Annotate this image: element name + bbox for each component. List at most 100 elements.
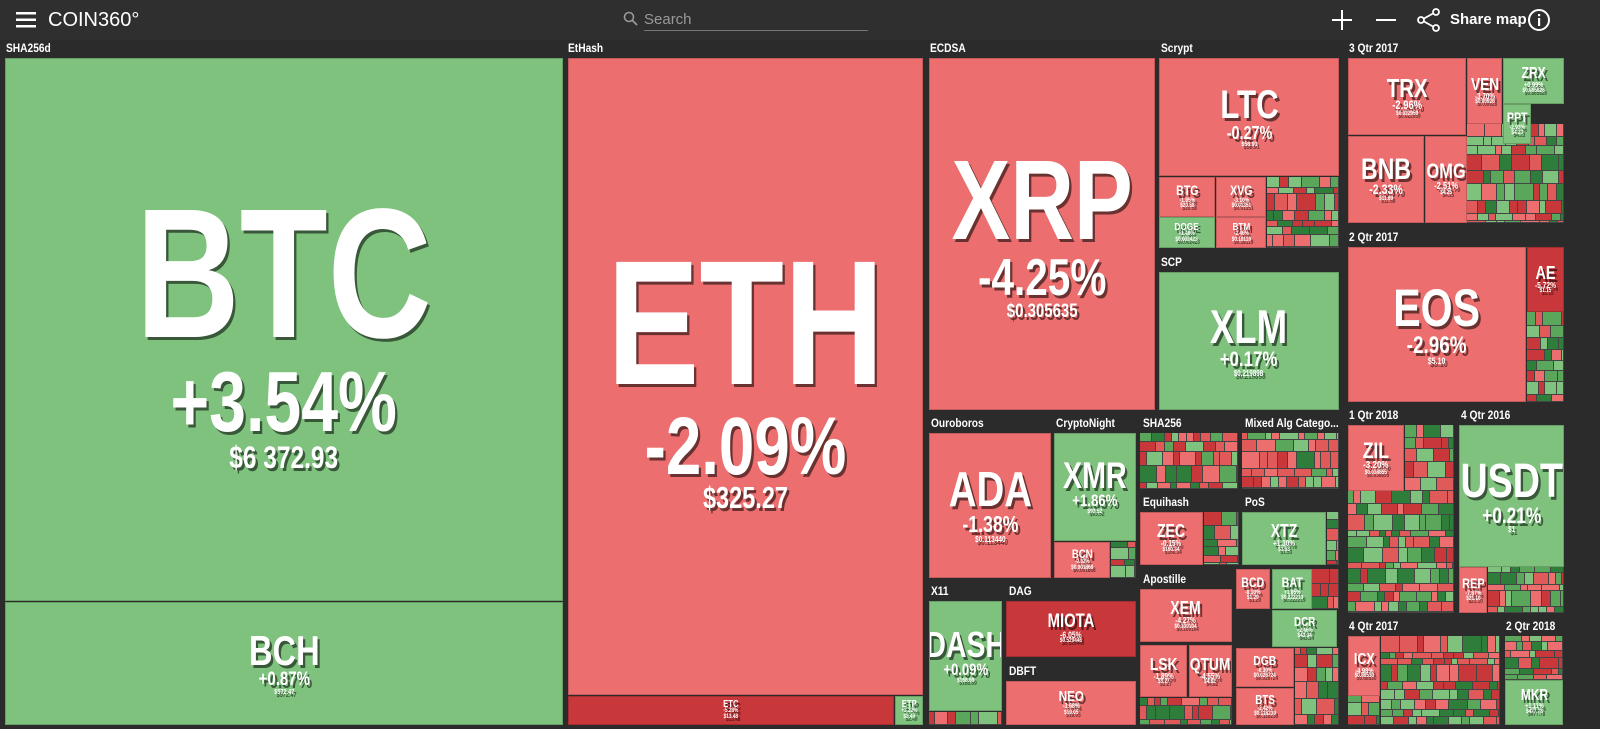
small-tile bbox=[1496, 214, 1512, 220]
coin-tile[interactable]: EOS -2.96% $5.10 bbox=[1348, 247, 1526, 402]
coin-tile[interactable]: ETH -2.09% $325.27 bbox=[568, 58, 923, 695]
small-tile bbox=[1441, 425, 1453, 437]
coin-tile[interactable]: MKR +1.11% $477.78 bbox=[1505, 680, 1563, 725]
coin-tile[interactable]: LTC -0.27% $58.91 bbox=[1159, 58, 1339, 176]
coin-tile[interactable]: ADA -1.38% $0.113440 bbox=[929, 433, 1051, 578]
small-tile bbox=[1562, 350, 1563, 360]
small-tile bbox=[1430, 537, 1439, 547]
coin-symbol: ADA bbox=[948, 462, 1032, 518]
coin-tile[interactable]: AE -5.72% $1.15 bbox=[1527, 247, 1564, 312]
small-tile bbox=[1427, 717, 1433, 724]
small-tile bbox=[1505, 642, 1516, 650]
coin-tile[interactable]: XLM +0.17% $0.219898 bbox=[1159, 272, 1339, 410]
small-tile bbox=[1446, 462, 1453, 477]
search-input[interactable]: Search bbox=[644, 11, 868, 31]
coin-tile[interactable]: ICX -4.98% $0.68530 bbox=[1348, 636, 1380, 696]
coin-tile[interactable]: ETP +3.22% $2.49 bbox=[895, 696, 923, 725]
tile-text: DGB -0.30% $0.026724 bbox=[1254, 655, 1277, 679]
small-tile bbox=[1467, 171, 1483, 183]
coin-tile[interactable]: QTUM -4.55% $4.82 bbox=[1189, 645, 1232, 697]
small-tile bbox=[1196, 452, 1201, 465]
small-tile bbox=[1485, 124, 1501, 136]
coin-tile[interactable]: DGB -0.30% $0.026724 bbox=[1236, 648, 1294, 687]
small-tile bbox=[1417, 717, 1426, 724]
coin-tile[interactable]: ZIL -3.20% $0.038855 bbox=[1348, 425, 1404, 491]
coin-tile[interactable]: TRX -2.96% $0.022959 bbox=[1348, 58, 1466, 135]
small-tile bbox=[1531, 171, 1542, 183]
small-tile bbox=[1288, 194, 1296, 210]
coin-tile[interactable]: ETC -5.28% $13.48 bbox=[568, 696, 894, 725]
coin-tile[interactable]: MIOTA -6.05% $0.529446 bbox=[1006, 601, 1136, 657]
small-tile bbox=[1429, 531, 1445, 536]
small-tiles bbox=[1467, 124, 1564, 223]
small-tile bbox=[1505, 585, 1520, 590]
coin-tile[interactable]: BCD -8.10% $1.29 bbox=[1236, 569, 1270, 609]
small-tile bbox=[1302, 177, 1319, 187]
small-tile bbox=[998, 712, 1001, 724]
coin-tile[interactable]: BTS -2.42% $0.118239 bbox=[1236, 688, 1294, 725]
small-tile bbox=[1204, 526, 1214, 539]
coin-tile[interactable]: BTG -1.85% $20.58 bbox=[1159, 177, 1215, 217]
coin-tile[interactable]: XTZ +1.30% $1.53 bbox=[1242, 512, 1326, 565]
coin-tile[interactable]: BNB -2.33% $11.69 bbox=[1348, 136, 1424, 223]
coin-tile[interactable]: XEM -4.27% $0.109104 bbox=[1140, 589, 1232, 642]
info-icon[interactable] bbox=[1527, 8, 1551, 32]
small-tile bbox=[1272, 433, 1279, 439]
coin-price: $0.529446 bbox=[1059, 638, 1083, 645]
small-tile bbox=[1193, 706, 1198, 719]
coin-tile[interactable]: BTM -2.46% $0.18119 bbox=[1216, 217, 1266, 248]
small-tile bbox=[1201, 433, 1210, 441]
small-tile bbox=[1394, 717, 1408, 724]
coin-tile[interactable]: DCR +2.46% $43.34 bbox=[1272, 610, 1337, 647]
coin-tile[interactable]: OMG -2.51% $4.25 bbox=[1425, 136, 1467, 223]
coin-tile[interactable]: USDT +0.21% $1 bbox=[1459, 425, 1564, 567]
tile-text: ETP +3.22% $2.49 bbox=[901, 699, 917, 721]
small-tile bbox=[1411, 491, 1422, 503]
small-tile bbox=[1295, 682, 1306, 698]
coin-tile[interactable]: VEN -3.70% $0.00928 bbox=[1467, 58, 1502, 124]
tile-text: ZEC -0.15% $160.34 bbox=[1157, 522, 1185, 554]
coin-symbol: TRX bbox=[1386, 72, 1428, 103]
zoom-out[interactable] bbox=[1375, 9, 1397, 31]
coin-tile[interactable]: PPT -2.93% $4.23 bbox=[1503, 104, 1531, 144]
coin-tile[interactable]: XMR +1.86% $93.52 bbox=[1054, 433, 1136, 541]
coin-tile[interactable]: NEO -3.68% $19.05 bbox=[1006, 681, 1136, 725]
small-tile bbox=[1362, 703, 1368, 715]
coin-tile[interactable]: XVG -3.10% $0.01351 bbox=[1216, 177, 1266, 217]
share-map[interactable]: Share map bbox=[1450, 11, 1527, 28]
coin-tile[interactable]: REP -7.87% $21.10 bbox=[1459, 567, 1487, 613]
coin-tile[interactable]: BTC +3.54% $6 372.93 bbox=[5, 58, 563, 601]
coin-tile[interactable]: DASH +0.09% $168.69 bbox=[929, 601, 1002, 711]
small-tile bbox=[1348, 563, 1361, 568]
coin-tile[interactable]: BAT +1.85% $0.222219 bbox=[1272, 569, 1312, 609]
coin-price: $1 bbox=[1507, 524, 1516, 534]
coin-tile[interactable]: ZRX +0.99% $0.865826 bbox=[1503, 58, 1564, 104]
coin-tile[interactable]: ZEC -0.15% $160.34 bbox=[1140, 512, 1203, 565]
coin-tile[interactable]: DOGE +1.48% $0.002423 bbox=[1159, 217, 1215, 248]
small-tile bbox=[1534, 184, 1539, 200]
small-tile bbox=[1403, 584, 1419, 591]
small-tile bbox=[1490, 710, 1498, 716]
coin-tile[interactable]: BCH +0.87% $572.47 bbox=[5, 602, 563, 725]
small-tile bbox=[1558, 371, 1563, 381]
share-icon[interactable] bbox=[1416, 8, 1442, 32]
small-tile bbox=[1428, 602, 1441, 611]
coin-symbol: BCD bbox=[1241, 574, 1265, 590]
small-tile bbox=[948, 712, 955, 724]
coin-price: $43.34 bbox=[1297, 633, 1312, 640]
small-tile bbox=[1199, 706, 1212, 719]
group-label: Ouroboros bbox=[931, 416, 984, 430]
brand[interactable]: COIN360° bbox=[48, 9, 140, 31]
small-tile bbox=[1488, 636, 1495, 652]
tile-text: NEO -3.68% $19.05 bbox=[1058, 689, 1083, 716]
zoom-in[interactable] bbox=[1331, 9, 1353, 31]
coin-tile[interactable]: LSK -1.89% $3.27 bbox=[1140, 645, 1187, 697]
small-tile bbox=[1319, 682, 1327, 698]
coin-tile[interactable]: BCN -0.32% $0.001868 bbox=[1054, 542, 1110, 578]
small-tile bbox=[1522, 636, 1529, 641]
small-tile bbox=[1505, 669, 1519, 674]
menu-icon[interactable] bbox=[16, 12, 38, 28]
coin-tile[interactable]: XRP -4.25% $0.305635 bbox=[929, 58, 1155, 410]
coin-symbol: XVG bbox=[1229, 182, 1253, 198]
small-tile bbox=[1266, 433, 1271, 439]
